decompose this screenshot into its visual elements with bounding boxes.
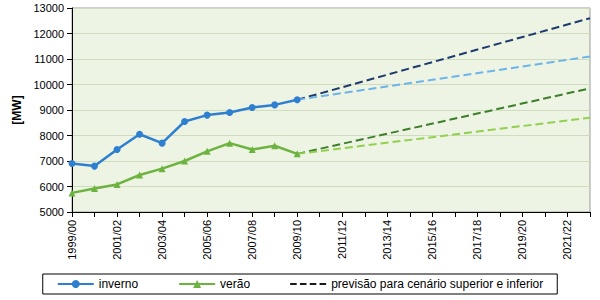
- svg-text:13000: 13000: [33, 2, 64, 14]
- svg-text:verão: verão: [220, 277, 250, 291]
- svg-text:11000: 11000: [34, 53, 64, 65]
- svg-text:2001/02: 2001/02: [111, 220, 123, 260]
- svg-text:2005/06: 2005/06: [201, 220, 213, 260]
- svg-text:2019/20: 2019/20: [516, 220, 528, 260]
- svg-text:2015/16: 2015/16: [426, 220, 438, 260]
- svg-text:7000: 7000: [40, 155, 64, 167]
- svg-text:8000: 8000: [40, 130, 64, 142]
- svg-text:2011/12: 2011/12: [336, 220, 348, 259]
- svg-text:1999/00: 1999/00: [66, 220, 78, 260]
- svg-text:10000: 10000: [33, 79, 64, 91]
- svg-text:2007/08: 2007/08: [246, 220, 258, 260]
- svg-text:previsão para cenário superior: previsão para cenário superior e inferio…: [331, 277, 543, 291]
- svg-text:2021/22: 2021/22: [561, 220, 573, 260]
- svg-text:5000: 5000: [40, 206, 64, 218]
- svg-text:2017/18: 2017/18: [471, 220, 483, 260]
- svg-text:9000: 9000: [40, 104, 64, 116]
- svg-text:[MW]: [MW]: [10, 95, 24, 124]
- svg-text:2009/10: 2009/10: [291, 220, 303, 260]
- svg-text:6000: 6000: [40, 181, 64, 193]
- svg-text:inverno: inverno: [99, 277, 139, 291]
- svg-text:12000: 12000: [33, 28, 64, 40]
- svg-text:2013/14: 2013/14: [381, 220, 393, 260]
- svg-text:2003/04: 2003/04: [156, 220, 168, 260]
